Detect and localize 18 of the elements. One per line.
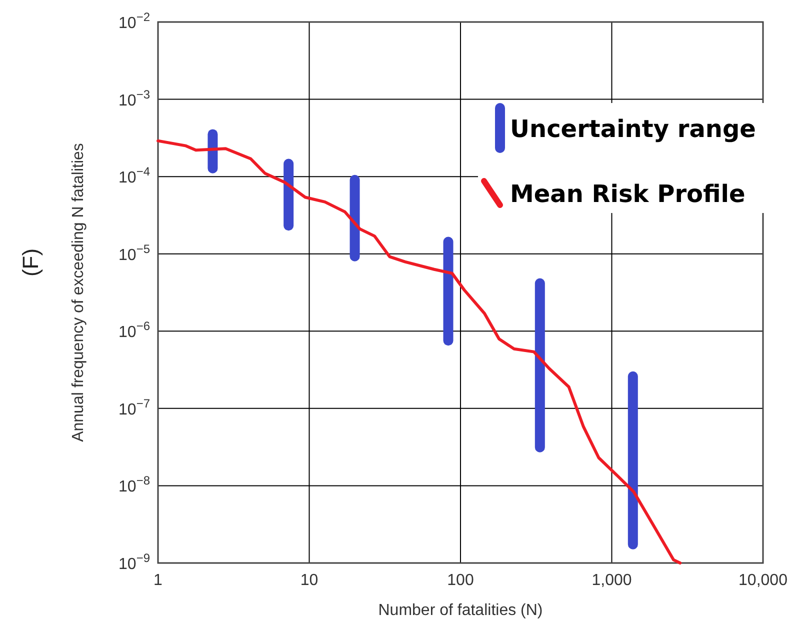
x-tick-label: 10,000	[738, 572, 788, 589]
x-tick-label: 100	[447, 572, 474, 589]
x-tick-label: 1	[154, 572, 163, 589]
y-tick-label: 10$^{−4}$	[118, 164, 150, 187]
x-axis-title: Number of fatalities (N)	[378, 602, 543, 619]
y-tick-label: 10$^{−9}$	[118, 551, 150, 573]
y-tick-label: 10$^{−5}$	[118, 242, 150, 264]
y-tick-label: 10$^{−8}$	[118, 474, 150, 496]
x-tick-label: 10	[300, 572, 318, 589]
text: (F)	[18, 248, 43, 277]
legend-label: Mean Risk Profile	[510, 180, 746, 208]
legend-label: Uncertainty range	[510, 115, 756, 143]
y-tick-label: 10$^{−6}$	[118, 319, 150, 342]
x-tick-label: 1,000	[592, 572, 632, 589]
y-tick-label: 10$^{−3}$	[118, 87, 150, 110]
y-tick-label: 10$^{−2}$	[118, 10, 150, 32]
y-tick-label: 10$^{−7}$	[118, 396, 150, 418]
y-axis-title: Annual frequency of exceeding N fatalities	[70, 143, 87, 442]
